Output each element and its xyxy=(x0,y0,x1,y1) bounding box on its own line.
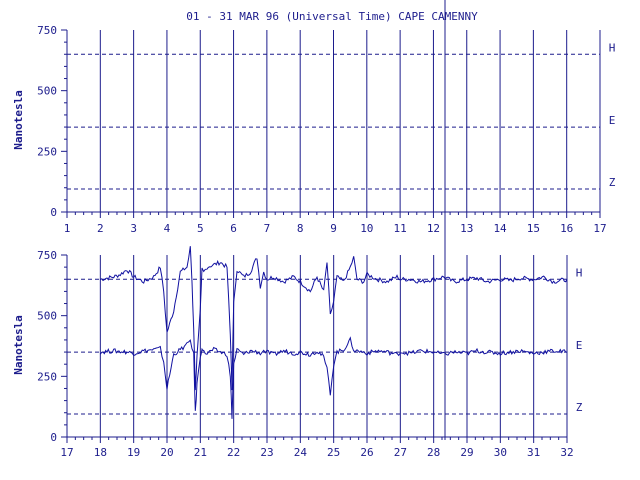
x-tick-label: 17 xyxy=(593,222,606,235)
x-tick-label: 7 xyxy=(264,222,271,235)
x-tick-label: 22 xyxy=(227,446,240,459)
x-tick-label: 3 xyxy=(130,222,137,235)
x-tick-label: 29 xyxy=(460,446,473,459)
x-tick-label: 5 xyxy=(197,222,204,235)
x-tick-label: 26 xyxy=(360,446,373,459)
x-tick-label: 25 xyxy=(327,446,340,459)
x-tick-label: 12 xyxy=(427,222,440,235)
y-tick-label: 500 xyxy=(37,310,57,323)
y-tick-label: 250 xyxy=(37,145,57,158)
x-tick-label: 4 xyxy=(164,222,171,235)
x-tick-label: 28 xyxy=(427,446,440,459)
baseline-label-h: H xyxy=(576,266,583,279)
panel-bottom: 17 18 19 20 21 22 23 24 25 26 27 28 29 30 31 32 0 250 500 7… xyxy=(37,246,583,459)
x-tick-label: 16 xyxy=(560,222,573,235)
x-tick-label: 27 xyxy=(394,446,407,459)
y-tick-label: 0 xyxy=(50,206,57,219)
y-tick-label: 0 xyxy=(50,431,57,444)
baseline-label-h: H xyxy=(609,41,616,54)
y-tick-label: 500 xyxy=(37,85,57,98)
x-tick-label: 20 xyxy=(160,446,173,459)
baseline-label-e: E xyxy=(576,339,583,352)
x-tick-label: 18 xyxy=(94,446,107,459)
x-tick-label: 21 xyxy=(194,446,207,459)
x-tick-label: 8 xyxy=(297,222,304,235)
series-h xyxy=(100,246,568,391)
x-tick-label: 31 xyxy=(527,446,540,459)
x-tick-label: 11 xyxy=(394,222,407,235)
x-tick-label: 23 xyxy=(260,446,273,459)
y-axis-label-top: Nanotesla xyxy=(12,90,25,150)
x-tick-label: 32 xyxy=(560,446,573,459)
baseline-label-z: Z xyxy=(576,401,583,414)
x-tick-label: 24 xyxy=(294,446,308,459)
x-tick-label: 14 xyxy=(493,222,507,235)
x-tick-label: 13 xyxy=(460,222,473,235)
x-tick-label: 2 xyxy=(97,222,104,235)
x-tick-label: 17 xyxy=(60,446,73,459)
y-tick-label: 750 xyxy=(37,24,57,37)
x-tick-label: 1 xyxy=(64,222,71,235)
baseline-label-e: E xyxy=(609,114,616,127)
x-tick-label: 19 xyxy=(127,446,140,459)
chart-title: 01 - 31 MAR 96 (Universal Time) CAPE CAM… xyxy=(186,10,478,23)
y-tick-label: 250 xyxy=(37,370,57,383)
series-e xyxy=(99,336,568,419)
x-tick-label: 10 xyxy=(360,222,373,235)
x-tick-label: 9 xyxy=(330,222,337,235)
x-tick-label: 30 xyxy=(494,446,507,459)
baseline-label-z: Z xyxy=(609,176,616,189)
y-tick-label: 750 xyxy=(37,249,57,262)
x-tick-label: 15 xyxy=(527,222,540,235)
y-axis-label-bottom: Nanotesla xyxy=(12,315,25,375)
x-tick-label: 6 xyxy=(230,222,237,235)
